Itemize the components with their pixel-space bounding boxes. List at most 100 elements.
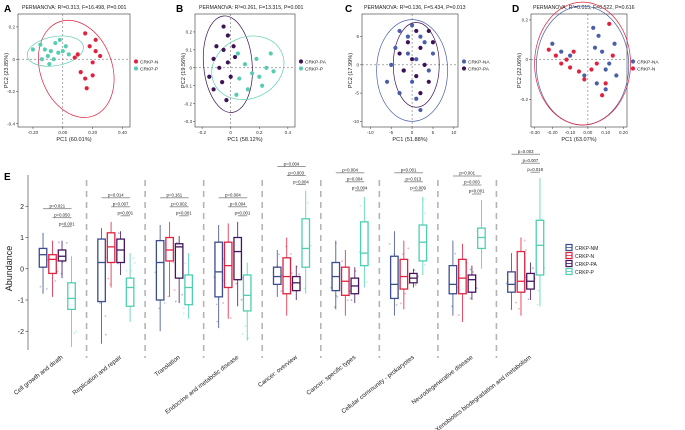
- legend-swatch: [133, 66, 139, 71]
- box: [165, 236, 175, 262]
- legend-swatch: [630, 59, 636, 64]
- data-point: [56, 270, 59, 273]
- scatter-point: [592, 45, 598, 50]
- scatter-point: [90, 73, 95, 78]
- data-point: [523, 239, 526, 242]
- scatter-point: [409, 23, 415, 28]
- x-tick-label: 0: [229, 130, 232, 135]
- box: [535, 219, 545, 276]
- legend-label: CRKP-N: [140, 59, 159, 65]
- scatter-point: [414, 57, 419, 62]
- category-label: Xenobiotics biodegradation and metabolis…: [434, 354, 533, 430]
- y-tick-label: 0: [189, 65, 192, 70]
- category-group: p<0.001 p=0.002 p=0.161: [154, 193, 194, 332]
- x-tick-label: 0.40: [118, 130, 127, 135]
- p-value-label: p=0.004: [230, 202, 246, 207]
- scatter-point: [384, 79, 390, 84]
- data-point: [298, 273, 300, 276]
- box: [174, 243, 184, 279]
- box: [467, 274, 477, 293]
- category-label: Replication and repair: [71, 354, 123, 397]
- data-point: [333, 306, 336, 308]
- box: [67, 282, 76, 311]
- y-tick-label: -0.1: [184, 83, 192, 88]
- scatter-panel-d: PERMANOVA: R²=0.015, F=0.522, P=0.616 -0.…: [517, 1, 659, 143]
- scatter-point: [257, 74, 262, 79]
- legend-swatch: [298, 66, 304, 71]
- scatter-point: [594, 81, 599, 86]
- scatter-point: [225, 60, 230, 65]
- scatter-point: [232, 54, 238, 60]
- scatter-point: [224, 97, 229, 103]
- scatter-point: [430, 40, 436, 45]
- panel-label-c: C: [345, 4, 352, 15]
- scatter-point: [60, 49, 65, 54]
- scatter-point: [559, 49, 564, 54]
- plot-frame: [361, 13, 459, 128]
- data-point: [414, 284, 417, 286]
- data-point: [133, 261, 136, 264]
- category-group: p<0.001 p=0.004 p=0.004: [213, 193, 253, 341]
- data-point: [388, 242, 391, 245]
- y-axis-label: PC2 (19.56%): [181, 53, 187, 88]
- category-label: Cancer: overview: [257, 354, 299, 389]
- y-axis-label: Abundance: [4, 246, 14, 292]
- category-group: p=0.009 p=0.013 p<0.001: [388, 168, 428, 316]
- box: [359, 221, 369, 267]
- data-point: [167, 295, 170, 298]
- scatter-point: [614, 73, 619, 78]
- scatter-title: PERMANOVA: R²=0.313, F=16.498, P=0.001: [22, 5, 127, 11]
- legend-label: CRKP-N: [575, 254, 595, 260]
- y-tick-label: 0.1: [186, 47, 193, 52]
- scatter-point: [603, 81, 608, 86]
- x-axis-label: PC1 (51.88%): [392, 137, 427, 143]
- scatter-point: [56, 50, 61, 55]
- data-point: [303, 287, 306, 290]
- box: [38, 247, 48, 268]
- p-value-label: p=0.004: [352, 186, 368, 191]
- y-axis-label: PC2 (23.85%): [4, 53, 10, 88]
- scatter-point: [422, 40, 427, 45]
- data-point: [172, 261, 175, 264]
- x-tick-label: 10: [451, 130, 457, 135]
- confidence-ellipse: [211, 35, 285, 100]
- p-value-label: p=0.161: [167, 193, 183, 198]
- data-point: [45, 288, 48, 290]
- data-point: [222, 302, 225, 304]
- p-value-label: p=0.003: [288, 170, 304, 175]
- data-point: [109, 283, 112, 286]
- boxplot-panel: -2 -1 0 1 2 Abundance p<0.001 p=0.050 p=0.021 Cel…: [4, 149, 598, 430]
- confidence-ellipse: [376, 19, 448, 122]
- box: [448, 264, 458, 295]
- data-point: [174, 300, 177, 303]
- scatter-point: [250, 71, 255, 76]
- y-tick-label: 0: [356, 62, 359, 67]
- data-point: [158, 307, 160, 310]
- scatter-point: [211, 56, 216, 61]
- category-label: Cell growth and death: [13, 354, 65, 397]
- data-point: [404, 292, 407, 295]
- category-group: p<0.001 p=0.050 p=0.021: [38, 204, 78, 347]
- data-point: [280, 290, 283, 293]
- data-point: [350, 299, 353, 301]
- legend-label: CRKP-P: [305, 66, 323, 72]
- y-tick-label: 0: [20, 266, 24, 273]
- p-value-label: p=0.004: [293, 179, 309, 184]
- data-point: [472, 271, 474, 273]
- confidence-ellipse: [535, 5, 630, 126]
- p-value-label: p=0.004: [347, 177, 363, 182]
- category-group: p<0.001 p=0.007 p=0.014: [97, 193, 136, 344]
- scatter-point: [418, 91, 423, 96]
- y-tick-label: 2: [20, 204, 24, 211]
- box: [301, 218, 311, 268]
- scatter-point: [235, 51, 240, 56]
- scatter-point: [571, 49, 576, 54]
- scatter-point: [389, 62, 394, 67]
- y-tick-label: -10: [352, 119, 359, 124]
- legend-label: CRKP-P: [140, 66, 158, 72]
- y-tick-label: -0.4: [7, 121, 15, 126]
- x-tick-label: 0: [411, 130, 414, 135]
- box: [155, 239, 165, 301]
- y-tick-label: 1: [20, 235, 24, 242]
- data-point: [454, 252, 457, 255]
